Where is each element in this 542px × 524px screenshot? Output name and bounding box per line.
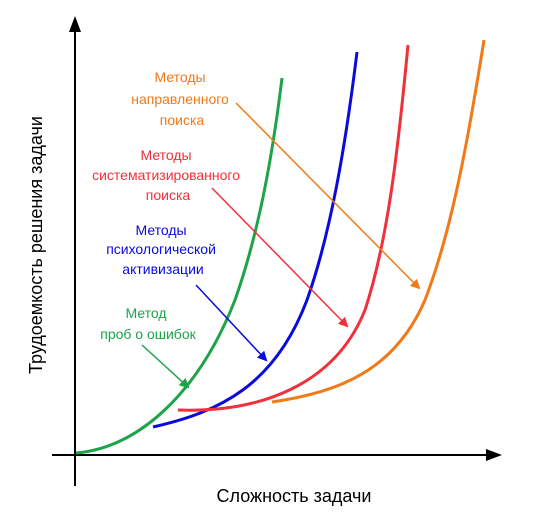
arrow-trial-error (141, 344, 190, 389)
x-axis-arrowhead (486, 449, 502, 461)
x-axis-title: Сложность задачи (217, 486, 372, 506)
label-systematic: Методы систематизированного поиска (92, 147, 244, 203)
label-psychological: Методы психологической активизации (106, 222, 220, 277)
arrow-psychological (195, 284, 268, 362)
y-axis-arrowhead (69, 16, 81, 32)
arrow-directed (235, 102, 421, 290)
curve-directed (271, 39, 486, 404)
label-trial-error: Метод проб о ошибок (100, 305, 196, 342)
curve-psychological (152, 51, 359, 429)
y-axis-title: Трудоемкость решения задачи (26, 116, 46, 374)
curve-systematic (177, 44, 410, 412)
arrow-systematic (211, 187, 349, 328)
label-directed: Методы направленного поиска (131, 69, 232, 128)
curve-trial-error (75, 77, 284, 455)
